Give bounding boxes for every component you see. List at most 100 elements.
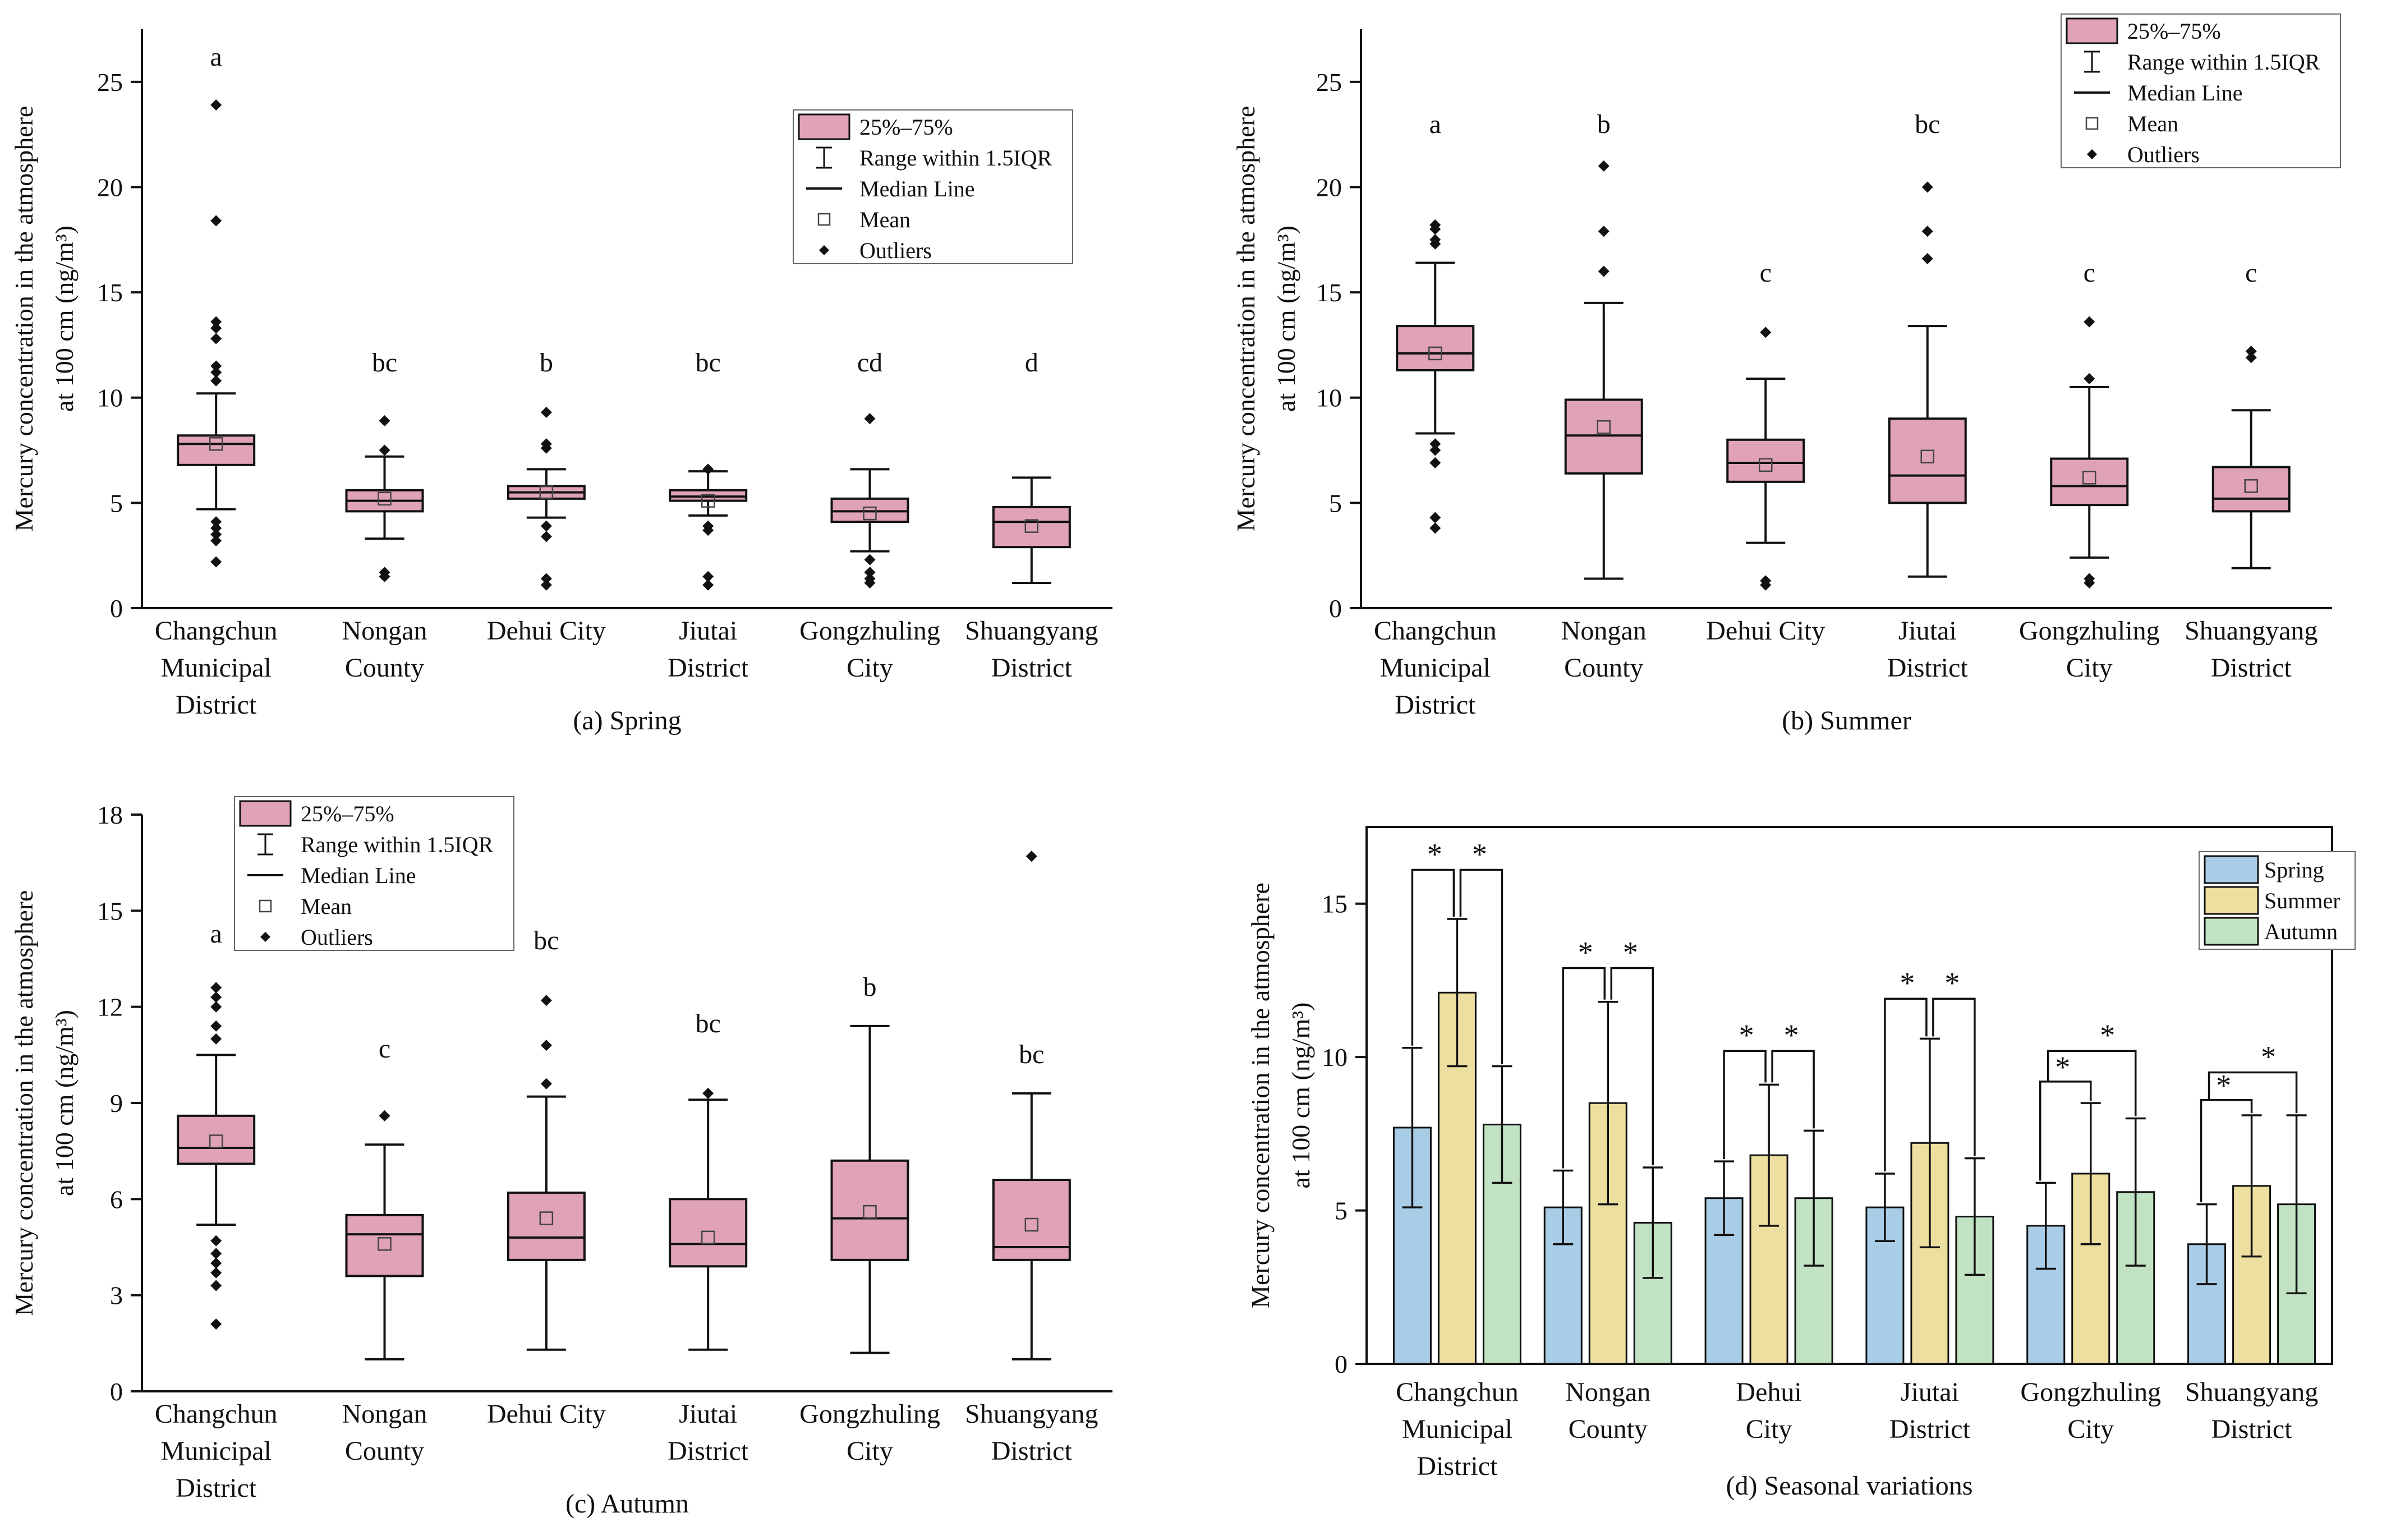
legend-label: Summer xyxy=(2264,888,2340,913)
box-group: bc xyxy=(992,851,1071,1360)
outlier-point xyxy=(210,522,222,534)
significance-bracket xyxy=(1562,967,1606,1169)
outlier-point xyxy=(1429,219,1441,231)
outlier-point xyxy=(702,579,714,591)
outlier-point xyxy=(702,463,714,475)
x-category-label: City xyxy=(847,653,893,683)
legend-label: Range within 1.5IQR xyxy=(301,832,494,857)
outlier-point xyxy=(379,567,390,578)
mean-marker xyxy=(209,437,223,451)
significance-letter: c xyxy=(379,1034,390,1064)
iqr-box xyxy=(1888,417,1967,504)
outlier-point xyxy=(1760,327,1772,338)
box-group: b xyxy=(1564,109,1643,580)
significance-star: * xyxy=(1623,936,1638,969)
significance-star: * xyxy=(2261,1040,2276,1073)
panel-caption: (c) Autumn xyxy=(565,1489,689,1519)
panel-caption: (d) Seasonal variations xyxy=(1726,1471,1973,1501)
significance-bracket xyxy=(2047,1050,2137,1116)
panel-caption: (b) Summer xyxy=(1782,706,1911,735)
significance-letter: bc xyxy=(696,1009,721,1038)
outlier-point xyxy=(210,360,222,372)
panel-caption: (a) Spring xyxy=(573,706,681,735)
x-category-label: City xyxy=(2066,653,2113,683)
box-group: c xyxy=(2211,258,2291,569)
legend-label: Spring xyxy=(2264,857,2324,882)
outlier-point xyxy=(210,535,222,546)
iqr-box xyxy=(177,1114,256,1165)
y-tick-label: 6 xyxy=(110,1185,123,1213)
box-group: bc xyxy=(669,348,748,591)
outlier-point xyxy=(1598,160,1610,172)
legend-outlier-swatch xyxy=(260,932,270,942)
significance-letter: a xyxy=(210,42,222,72)
significance-letter: a xyxy=(1429,109,1441,139)
outlier-point xyxy=(1598,265,1610,277)
y-axis-title-units: at 100 cm (ng/m³) xyxy=(1286,1003,1315,1189)
mean-marker xyxy=(2082,471,2096,485)
significance-star: * xyxy=(1900,966,1915,1000)
outlier-point xyxy=(540,1078,552,1090)
significance-bracket xyxy=(1932,997,1976,1156)
outlier-point xyxy=(1026,851,1037,862)
significance-letter: bc xyxy=(372,348,397,378)
mean-marker xyxy=(539,485,554,499)
x-category-label: District xyxy=(1417,1451,1498,1481)
legend-label: Outliers xyxy=(2127,142,2200,167)
mean-marker xyxy=(1024,1217,1039,1232)
x-category-label: Changchun xyxy=(155,1399,278,1429)
x-category-label: City xyxy=(2067,1414,2114,1444)
x-category-label: District xyxy=(1889,1414,1971,1444)
outlier-point xyxy=(540,995,552,1006)
y-tick-label: 15 xyxy=(1316,278,1342,307)
legend-iqr-swatch xyxy=(239,800,292,827)
outlier-point xyxy=(702,1087,714,1099)
x-category-label: City xyxy=(1746,1414,1792,1444)
x-category-label: District xyxy=(991,1436,1073,1466)
outlier-point xyxy=(210,333,222,344)
x-category-label: Changchun xyxy=(155,616,278,646)
outlier-point xyxy=(210,1033,222,1045)
y-tick-label: 18 xyxy=(97,801,123,829)
y-tick-label: 15 xyxy=(97,897,123,925)
outlier-point xyxy=(210,375,222,387)
outlier-point xyxy=(1429,522,1441,534)
legend-summer-swatch xyxy=(2204,886,2259,915)
y-tick-label: 25 xyxy=(97,68,123,96)
mean-marker xyxy=(378,1237,392,1251)
legend-outlier-swatch xyxy=(819,245,829,255)
y-tick-label: 20 xyxy=(97,173,123,201)
legend-mean-swatch xyxy=(259,899,272,913)
iqr-box xyxy=(1726,438,1805,483)
x-category-label: Gongzhuling xyxy=(2020,1377,2161,1407)
significance-bracket xyxy=(1771,1050,1815,1129)
box-group: b xyxy=(507,348,586,591)
outlier-point xyxy=(1921,226,1933,237)
y-axis-title: Mercury concentration in the atmosphere xyxy=(1231,106,1260,532)
mean-marker xyxy=(2244,479,2258,493)
outlier-point xyxy=(210,528,222,540)
box-group: d xyxy=(992,348,1071,584)
significance-star: * xyxy=(1739,1018,1754,1052)
x-category-label: District xyxy=(176,690,257,720)
outlier-point xyxy=(379,415,390,427)
legend-label: 25%–75% xyxy=(859,114,953,140)
y-tick-label: 5 xyxy=(110,489,123,517)
x-category-label: Dehui xyxy=(1736,1377,1801,1407)
y-tick-label: 15 xyxy=(1322,890,1348,918)
significance-letter: bc xyxy=(1019,1040,1044,1069)
legend-label: Median Line xyxy=(859,176,975,201)
outlier-point xyxy=(702,571,714,582)
significance-star: * xyxy=(2055,1050,2070,1084)
outlier-point xyxy=(210,516,222,528)
iqr-box xyxy=(345,1213,424,1277)
y-tick-label: 9 xyxy=(110,1089,123,1118)
y-axis-title: Mercury concentration in the atmosphere xyxy=(1246,882,1275,1308)
outlier-point xyxy=(210,1020,222,1032)
outlier-point xyxy=(702,520,714,532)
y-tick-label: 15 xyxy=(97,278,123,307)
legend-label: Mean xyxy=(301,894,352,919)
y-axis-title-units: at 100 cm (ng/m³) xyxy=(50,226,79,412)
outlier-point xyxy=(1429,457,1441,469)
significance-star: * xyxy=(1427,838,1442,871)
